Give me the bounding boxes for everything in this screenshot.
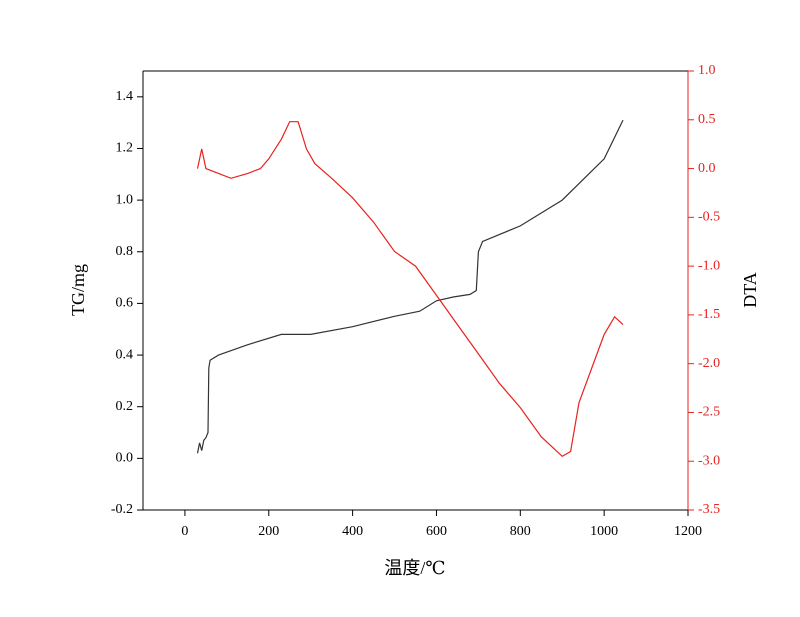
y2-tick-label: -1.0 xyxy=(698,258,720,273)
data-line xyxy=(196,119,624,454)
y2-axis-title: DTA xyxy=(740,272,760,308)
y2-tick-label: 1.0 xyxy=(698,63,716,78)
y-tick-label: -0.2 xyxy=(111,502,133,517)
x-tick-label: 800 xyxy=(510,524,531,539)
y-tick-label: 0.8 xyxy=(116,244,134,259)
y2-tick-label: -2.5 xyxy=(698,405,720,420)
x-axis-title: 温度/℃ xyxy=(384,558,445,578)
y2-tick-label: 0.0 xyxy=(698,161,716,176)
y-tick-label: 1.2 xyxy=(116,141,134,156)
x-tick-label: 200 xyxy=(258,524,279,539)
y-axis-title: TG/mg xyxy=(68,264,88,316)
y-tick-label: 1.0 xyxy=(116,192,134,207)
y2-tick-label: 0.5 xyxy=(698,112,716,127)
y2-tick-label: -3.5 xyxy=(698,502,720,517)
data-line xyxy=(196,121,624,458)
y-tick-label: 0.2 xyxy=(116,399,134,414)
y-tick-label: 0.4 xyxy=(116,347,134,362)
y-tick-label: 1.4 xyxy=(116,89,134,104)
y-tick-label: 0.6 xyxy=(116,296,134,311)
y-tick-label: 0.0 xyxy=(116,451,134,466)
y2-tick-label: -1.5 xyxy=(698,307,720,322)
y2-tick-label: -3.0 xyxy=(698,453,720,468)
x-tick-label: 1000 xyxy=(590,524,618,539)
y2-tick-label: -0.5 xyxy=(698,210,720,225)
x-tick-label: 400 xyxy=(342,524,363,539)
y2-tick-label: -2.0 xyxy=(698,356,720,371)
x-tick-label: 1200 xyxy=(674,524,702,539)
x-tick-label: 600 xyxy=(426,524,447,539)
x-tick-label: 0 xyxy=(181,524,188,539)
